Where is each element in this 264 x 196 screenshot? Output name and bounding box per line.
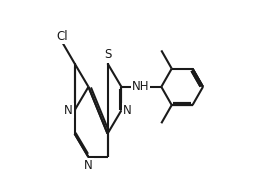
Text: N: N: [64, 104, 73, 117]
Text: Cl: Cl: [57, 30, 68, 43]
Text: N: N: [123, 104, 132, 117]
Text: NH: NH: [132, 80, 149, 93]
Text: N: N: [84, 159, 93, 172]
Text: S: S: [104, 48, 111, 61]
